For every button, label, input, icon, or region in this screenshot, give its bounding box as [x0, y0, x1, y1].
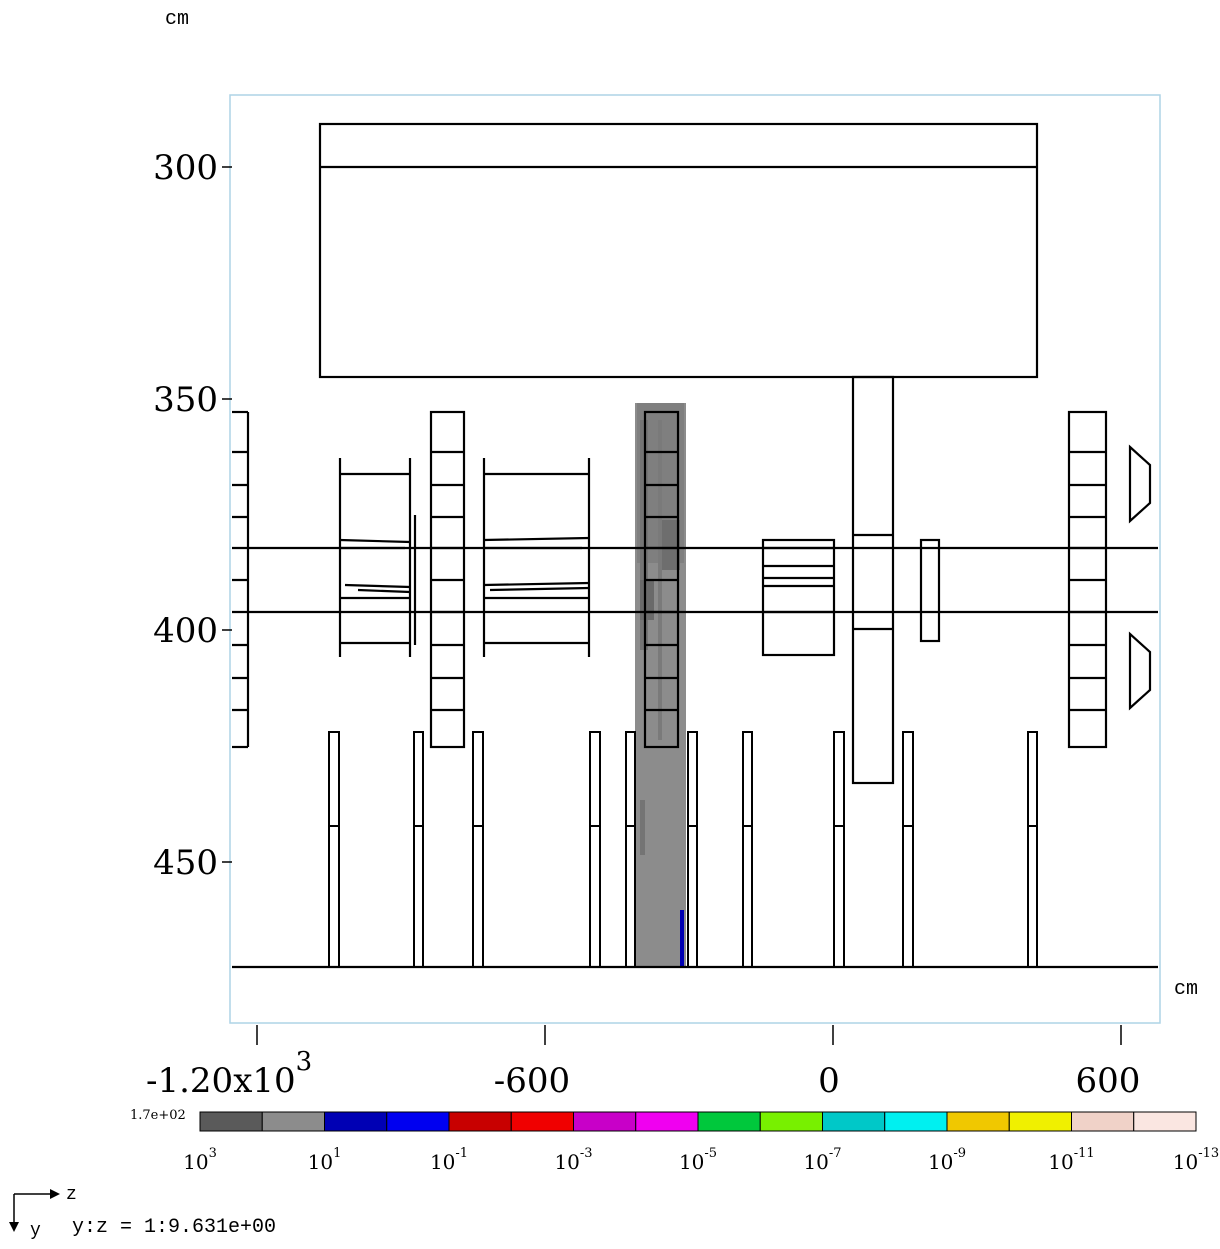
z-tick-label-3: 0 — [818, 1061, 840, 1101]
geometry-outline — [232, 122, 1158, 969]
colorbar-label: 101 — [308, 1146, 342, 1174]
y-tick-label-300: 300 — [153, 148, 218, 188]
z-tick-label-1: -1.20x103 — [146, 1047, 312, 1101]
colorbar-labels: 103 101 10-1 10-3 10-5 10-7 10-9 10-11 10-13 — [183, 1146, 1219, 1174]
aspect-ratio-text: y:z = 1:9.631e+00 — [72, 1216, 276, 1239]
colorbar-label: 10-11 — [1048, 1146, 1094, 1174]
orientation-indicator: z y y:z = 1:9.631e+00 — [9, 1185, 276, 1241]
colorbar-label: 10-5 — [679, 1146, 717, 1174]
colorbar-swatch — [324, 1111, 388, 1132]
colorbar-swatch — [884, 1111, 948, 1132]
colorbar-swatches — [199, 1111, 1197, 1132]
colorbar-swatch — [510, 1111, 574, 1132]
colorbar-swatch — [946, 1111, 1010, 1132]
colorbar-swatch — [448, 1111, 512, 1132]
colorbar-swatch — [759, 1111, 823, 1132]
y-tick-label-400: 400 — [153, 611, 218, 651]
colorbar-label: 10-13 — [1173, 1146, 1219, 1174]
colorbar: 1.7e+02 103 101 10-1 10-3 10-5 10-7 10-9 10-11 1… — [130, 1108, 1219, 1174]
z-axis: -1.20x103 -600 0 600 cm — [146, 978, 1198, 1101]
orientation-y-label: y — [30, 1221, 41, 1241]
z-arrow-icon — [50, 1189, 60, 1199]
colorbar-swatch — [1008, 1111, 1072, 1132]
y-arrow-icon — [9, 1222, 19, 1232]
plot-frame — [229, 94, 1161, 1024]
colorbar-swatch — [1133, 1111, 1197, 1132]
colorbar-swatch — [1071, 1111, 1135, 1132]
colorbar-label: 10-9 — [928, 1146, 966, 1174]
colorbar-swatch — [386, 1111, 450, 1132]
z-tick-label-4: 600 — [1076, 1061, 1141, 1101]
y-unit-label: cm — [165, 8, 189, 31]
orientation-z-label: z — [66, 1185, 77, 1205]
z-tick-label-2: -600 — [494, 1061, 570, 1101]
colorbar-swatch — [822, 1111, 886, 1132]
colorbar-label: 10-3 — [554, 1146, 592, 1174]
y-tick-label-350: 350 — [153, 380, 218, 420]
colorbar-swatch — [199, 1111, 263, 1132]
y-tick-label-450: 450 — [153, 843, 218, 883]
colorbar-label: 103 — [183, 1146, 217, 1174]
y-axis: 300 350 400 450 — [153, 148, 232, 883]
colorbar-swatch — [635, 1111, 699, 1132]
z-unit-label: cm — [1174, 978, 1198, 1001]
colorbar-swatch — [697, 1111, 761, 1132]
colorbar-max-label: 1.7e+02 — [130, 1108, 186, 1123]
colorbar-label: 10-1 — [430, 1146, 468, 1174]
colorbar-label: 10-7 — [803, 1146, 841, 1174]
colorbar-swatch — [261, 1111, 325, 1132]
colorbar-swatch — [573, 1111, 637, 1132]
